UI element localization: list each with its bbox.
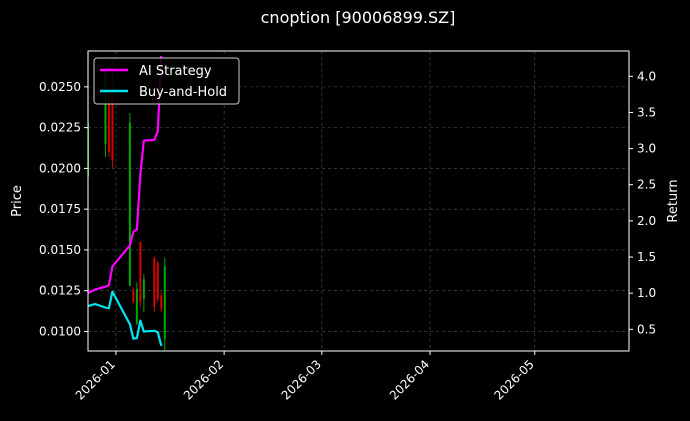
candle-body <box>132 290 135 303</box>
chart-title: cnoption [90006899.SZ] <box>261 8 456 27</box>
y2-tick-label: 2.5 <box>637 178 656 192</box>
candle-body <box>163 266 166 340</box>
series-line-ai-strategy <box>88 56 163 295</box>
legend-label-buy-and-hold: Buy-and-Hold <box>139 85 227 100</box>
candle-body <box>156 262 159 299</box>
candle-body <box>160 295 163 309</box>
y2-tick-label: 2.0 <box>637 214 656 228</box>
candle-body <box>111 90 114 161</box>
y2-tick-label: 1.5 <box>637 250 656 264</box>
candle-body <box>135 289 138 324</box>
y2-tick-label: 1.0 <box>637 286 656 300</box>
y2-tick-label: 0.5 <box>637 322 656 336</box>
y-axis-label: Price <box>10 185 25 217</box>
legend: AI Strategy Buy-and-Hold <box>93 57 240 105</box>
y-tick-label: 0.0100 <box>39 324 81 338</box>
candle-body <box>142 279 145 299</box>
y2-tick-label: 3.5 <box>637 105 656 119</box>
legend-box <box>93 57 240 105</box>
y-tick-label: 0.0150 <box>39 243 81 257</box>
y2-axis-label: Return <box>666 179 681 222</box>
y-tick-label: 0.0225 <box>39 121 81 135</box>
y-axis-right: 0.5 1.0 1.5 2.0 2.5 3.0 3.5 4.0 <box>629 69 656 336</box>
series-line-buy-and-hold <box>88 290 163 347</box>
y-tick-label: 0.0125 <box>39 284 81 298</box>
y-axis-left: 0.0100 0.0125 0.0150 0.0175 0.0200 0.0225 0.02… <box>39 80 88 338</box>
candle-body <box>107 86 110 153</box>
y-tick-label: 0.0175 <box>39 202 81 216</box>
candle-body <box>104 73 107 144</box>
y2-tick-label: 3.0 <box>637 142 656 156</box>
plot-frame <box>87 50 630 352</box>
candle-body <box>153 258 156 307</box>
candle-body <box>139 241 142 303</box>
candle-body <box>128 122 131 286</box>
y-tick-label: 0.0200 <box>39 161 81 175</box>
legend-label-ai-strategy: AI Strategy <box>139 64 212 79</box>
y2-tick-label: 4.0 <box>637 69 656 83</box>
lines-layer <box>88 56 163 347</box>
y-tick-label: 0.0250 <box>39 80 81 94</box>
